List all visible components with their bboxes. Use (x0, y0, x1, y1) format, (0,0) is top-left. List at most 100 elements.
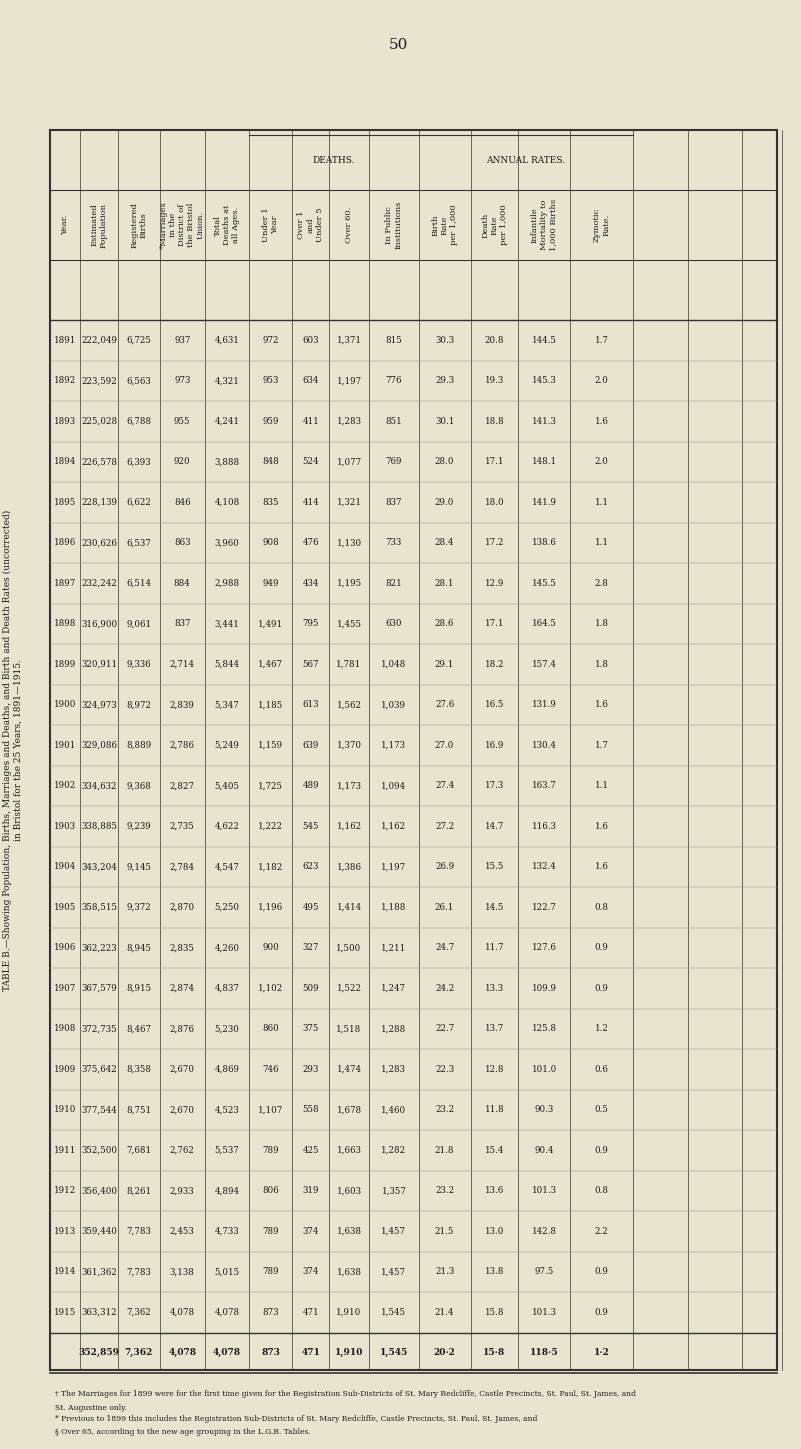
Text: 1,321: 1,321 (336, 498, 361, 507)
Text: Year.: Year. (61, 214, 69, 235)
Text: 434: 434 (303, 578, 319, 588)
Text: 4,260: 4,260 (215, 943, 239, 952)
Text: 4,837: 4,837 (215, 984, 239, 993)
Text: 1,162: 1,162 (381, 822, 406, 830)
Text: 2,762: 2,762 (170, 1146, 195, 1155)
Text: 27.0: 27.0 (435, 740, 454, 749)
Text: 127.6: 127.6 (532, 943, 557, 952)
Text: 13.7: 13.7 (485, 1024, 504, 1033)
Text: 21.4: 21.4 (435, 1308, 454, 1317)
Text: 145.5: 145.5 (532, 578, 557, 588)
Text: 1,370: 1,370 (336, 740, 361, 749)
Text: 1,173: 1,173 (381, 740, 406, 749)
Text: 164.5: 164.5 (532, 619, 557, 629)
Text: 425: 425 (303, 1146, 319, 1155)
Text: 769: 769 (385, 458, 402, 467)
Text: 50: 50 (389, 38, 409, 52)
Text: 6,622: 6,622 (127, 498, 151, 507)
Text: 142.8: 142.8 (532, 1227, 557, 1236)
Text: 3,960: 3,960 (215, 538, 239, 548)
Text: 118·5: 118·5 (530, 1348, 558, 1358)
Text: 1,107: 1,107 (258, 1106, 284, 1114)
Text: 12.9: 12.9 (485, 578, 504, 588)
Text: 15·8: 15·8 (483, 1348, 505, 1358)
Text: 2,735: 2,735 (170, 822, 195, 830)
Text: 9,239: 9,239 (127, 822, 151, 830)
Text: 837: 837 (385, 498, 402, 507)
Text: 613: 613 (303, 700, 319, 709)
Text: 5,230: 5,230 (215, 1024, 239, 1033)
Text: 138.6: 138.6 (532, 538, 557, 548)
Text: 1893: 1893 (54, 417, 76, 426)
Text: 1,211: 1,211 (381, 943, 406, 952)
Text: 4,241: 4,241 (215, 417, 239, 426)
Text: 873: 873 (261, 1348, 280, 1358)
Text: § Over 65, according to the new age grouping in the L.G.B. Tables.: § Over 65, according to the new age grou… (55, 1429, 311, 1436)
Text: 789: 789 (263, 1227, 280, 1236)
Text: 2,827: 2,827 (170, 781, 195, 790)
Text: 116.3: 116.3 (532, 822, 557, 830)
Text: 1906: 1906 (54, 943, 76, 952)
Text: 1,725: 1,725 (259, 781, 284, 790)
Text: 232,242: 232,242 (81, 578, 117, 588)
Text: 11.8: 11.8 (485, 1106, 504, 1114)
Text: † The Marriages for 1899 were for the first time given for the Registration Sub-: † The Marriages for 1899 were for the fi… (55, 1390, 636, 1398)
Text: 863: 863 (174, 538, 191, 548)
Text: 8,915: 8,915 (127, 984, 151, 993)
Text: 1,357: 1,357 (381, 1187, 406, 1195)
Text: 776: 776 (385, 377, 402, 385)
Text: 2,670: 2,670 (170, 1106, 195, 1114)
Text: 1,094: 1,094 (381, 781, 406, 790)
Text: 1,197: 1,197 (381, 862, 406, 871)
Text: 873: 873 (263, 1308, 279, 1317)
Text: 9,368: 9,368 (127, 781, 151, 790)
Text: 4,078: 4,078 (213, 1348, 241, 1358)
Text: 1,522: 1,522 (336, 984, 361, 993)
Text: 1897: 1897 (54, 578, 76, 588)
Text: 835: 835 (263, 498, 279, 507)
Text: 6,725: 6,725 (127, 336, 151, 345)
Text: *Marriages
in the
District of
the Bristol
Union.: *Marriages in the District of the Bristo… (160, 201, 204, 249)
Text: 1913: 1913 (54, 1227, 76, 1236)
Text: 884: 884 (174, 578, 191, 588)
Text: 101.3: 101.3 (532, 1308, 557, 1317)
Text: 603: 603 (303, 336, 319, 345)
Text: 343,204: 343,204 (81, 862, 117, 871)
Text: 8,751: 8,751 (127, 1106, 151, 1114)
Text: 972: 972 (263, 336, 279, 345)
Text: 0.6: 0.6 (594, 1065, 609, 1074)
Text: 122.7: 122.7 (532, 903, 557, 911)
Text: 22.7: 22.7 (435, 1024, 454, 1033)
Text: 1.1: 1.1 (594, 781, 609, 790)
Text: 0.5: 0.5 (594, 1106, 609, 1114)
Text: 2,453: 2,453 (170, 1227, 195, 1236)
Text: 4,733: 4,733 (215, 1227, 239, 1236)
Text: 1,638: 1,638 (336, 1268, 361, 1277)
Text: 130.4: 130.4 (532, 740, 557, 749)
Text: 1908: 1908 (54, 1024, 76, 1033)
Text: 8,467: 8,467 (127, 1024, 151, 1033)
Text: 13.6: 13.6 (485, 1187, 504, 1195)
Text: 14.5: 14.5 (485, 903, 504, 911)
Text: 1.1: 1.1 (594, 498, 609, 507)
Text: Zymotic
Rate.: Zymotic Rate. (593, 209, 610, 242)
Text: 4,547: 4,547 (215, 862, 239, 871)
Text: 4,894: 4,894 (215, 1187, 239, 1195)
Text: 23.2: 23.2 (435, 1106, 454, 1114)
Text: 908: 908 (263, 538, 280, 548)
Text: 352,500: 352,500 (81, 1146, 117, 1155)
Text: 821: 821 (385, 578, 402, 588)
Text: 860: 860 (263, 1024, 280, 1033)
Text: 7,681: 7,681 (127, 1146, 151, 1155)
Text: 2,786: 2,786 (170, 740, 195, 749)
Text: 18.8: 18.8 (485, 417, 504, 426)
Text: 374: 374 (303, 1268, 319, 1277)
Text: 1.6: 1.6 (594, 417, 609, 426)
Text: 1,282: 1,282 (381, 1146, 406, 1155)
Text: 17.1: 17.1 (485, 619, 504, 629)
Text: 28.4: 28.4 (435, 538, 454, 548)
Text: 953: 953 (263, 377, 279, 385)
Text: 900: 900 (263, 943, 280, 952)
Text: 4,078: 4,078 (215, 1308, 239, 1317)
Text: 0.9: 0.9 (594, 943, 609, 952)
